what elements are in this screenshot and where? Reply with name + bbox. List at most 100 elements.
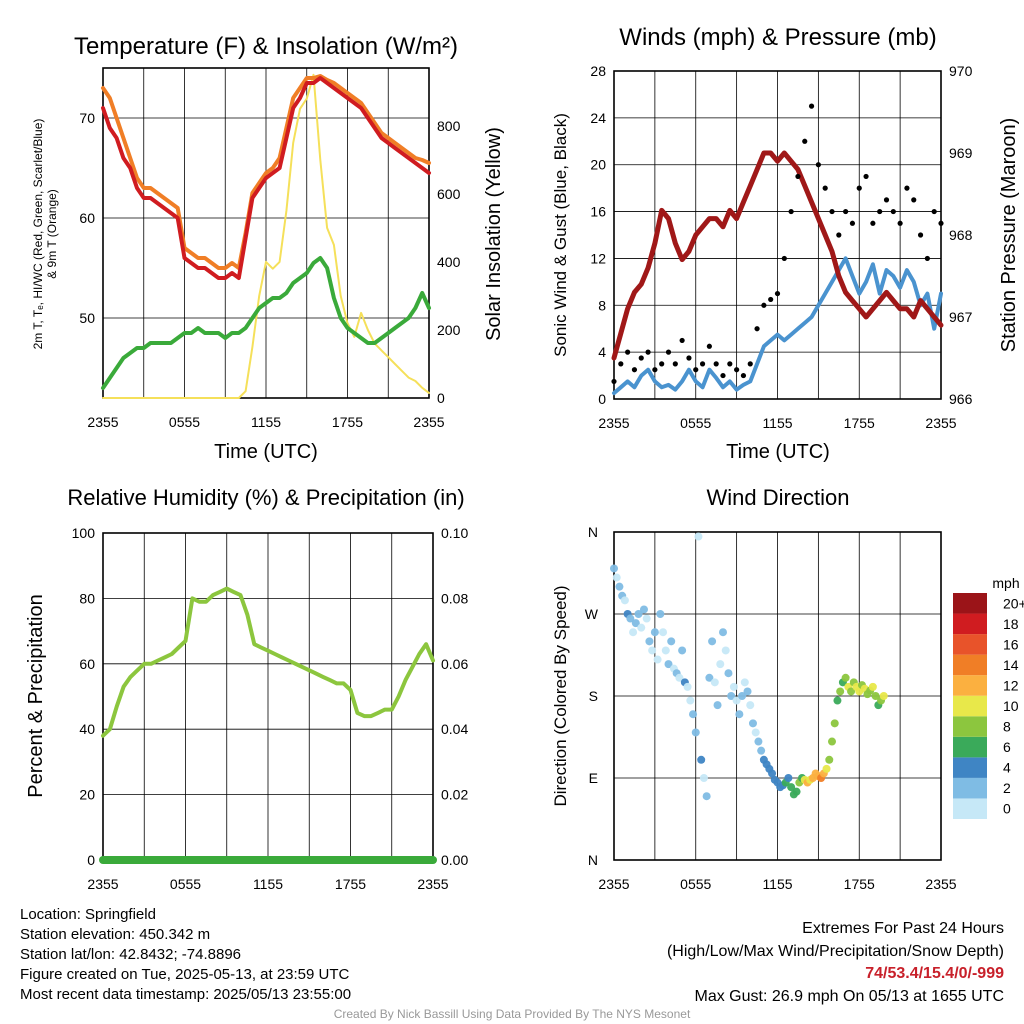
x-tick-label: 2355 [925,415,956,431]
left-tick-label: 0 [598,391,606,407]
gust-point [808,103,815,109]
direction-point [787,783,796,792]
direction-point [656,610,665,618]
colorbar-label: 20+ [1003,595,1024,611]
colorbar-title: mph [992,575,1019,591]
gust-point [911,197,917,203]
right-tick-label: 0.10 [441,525,468,541]
credit-text: Created By Nick Bassill Using Data Provi… [333,1007,691,1021]
gust-point [774,290,781,297]
x-tick-label: 2355 [925,876,956,892]
extremes-values: 74/53.4/15.4/0/-999 [865,965,1004,982]
direction-point [642,614,651,623]
x-tick-label: 1755 [332,414,363,430]
extremes-legend: (High/Low/Max Wind/Precipitation/Snow De… [666,942,1004,960]
direction-point [629,628,638,637]
gust-point [761,302,767,308]
gust-point [849,220,856,226]
gust-point [802,138,808,144]
humidity-grid: 0 20 40 60 80 100 [72,525,433,868]
direction-point [784,774,793,782]
temperature-xticks: 2355 0555 1155 1755 2355 [87,414,444,430]
colorbar-swatch [953,593,987,614]
temperature-panel: Temperature (F) & Insolation (W/m²) 50 60… [31,33,505,463]
winds-yticks-right: 966 967 968 969 970 [949,63,973,407]
direction-point [871,692,880,700]
direction-point [841,673,850,682]
direction-point [828,737,836,746]
x-tick-label: 0555 [170,876,201,892]
colorbar-label: 12 [1003,677,1019,693]
gust-point [870,220,876,226]
direction-point [653,655,662,664]
winds-ylabel-right: Station Pressure (Maroon) [998,118,1020,353]
gust-point [815,162,821,168]
direction-yticks-left: N E S W N [585,524,599,868]
direction-ylabel-left: Direction (Colored By Speed) [551,585,570,806]
direction-xticks: 2355 0555 1155 1755 2355 [598,876,956,892]
humidity-panel: Relative Humidity (%) & Precipitation (i… [25,485,468,892]
direction-title: Wind Direction [706,485,849,510]
direction-point [724,669,733,678]
direction-point [694,532,703,541]
direction-point [697,755,706,764]
gust-point [754,326,760,332]
gust-point [611,378,617,385]
left-tick-label: 100 [72,525,96,541]
left-tick-label: 40 [79,721,95,737]
x-tick-label: 2355 [598,876,629,892]
colorbar-swatch [953,695,987,717]
direction-point [746,701,755,710]
direction-point [751,728,760,737]
max-gust-text: Max Gust: 26.9 mph On 05/13 at 1655 UTC [694,987,1005,1005]
created-text: Figure created on Tue, 2025-05-13, at 23… [20,966,350,983]
direction-point [879,692,888,700]
extremes-title: Extremes For Past 24 Hours [802,920,1004,937]
temp-series-line [101,74,431,270]
gust-point [924,255,930,262]
direction-point [615,582,624,591]
elevation-text: Station elevation: 450.342 m [20,926,211,943]
direction-point [713,701,722,710]
right-tick-label: 970 [949,63,973,79]
direction-tick-label: S [589,688,598,704]
direction-point [683,682,692,691]
winds-series [611,103,944,396]
direction-point [719,628,727,637]
direction-point [738,692,747,700]
temp-series-line [101,76,431,280]
direction-point [768,769,777,778]
direction-point [667,637,676,646]
direction-tick-label: E [589,770,598,786]
left-tick-label: 16 [590,204,606,220]
gust-point [672,361,678,367]
colorbar-label: 6 [1003,739,1011,755]
colorbar-label: 18 [1003,616,1019,632]
direction-point [710,678,719,687]
direction-point [639,605,648,614]
gust-point [747,361,753,367]
gust-point [625,349,631,355]
right-tick-label: 0.02 [441,787,468,803]
gust-point [699,361,706,367]
colorbar-label: 0 [1003,801,1011,817]
gust-point [883,197,890,203]
colorbar-swatch [953,798,987,819]
direction-point [650,628,659,637]
direction-point [757,746,766,755]
direction-point [748,719,757,728]
humidity-series [99,586,437,864]
left-tick-label: 70 [79,110,95,126]
gust-point [679,337,685,344]
direction-point [691,728,700,737]
direction-point [868,682,877,691]
direction-point [634,610,643,618]
gust-point [890,208,896,215]
right-tick-label: 969 [949,145,973,161]
gust-point [693,367,699,373]
direction-point [686,696,695,705]
temperature-ylabel-right: Solar Insolation (Yellow) [483,127,505,341]
humidity-ylabel-left: Percent & Precipitation [25,594,47,797]
direction-point [631,619,640,628]
gust-point [829,208,835,215]
